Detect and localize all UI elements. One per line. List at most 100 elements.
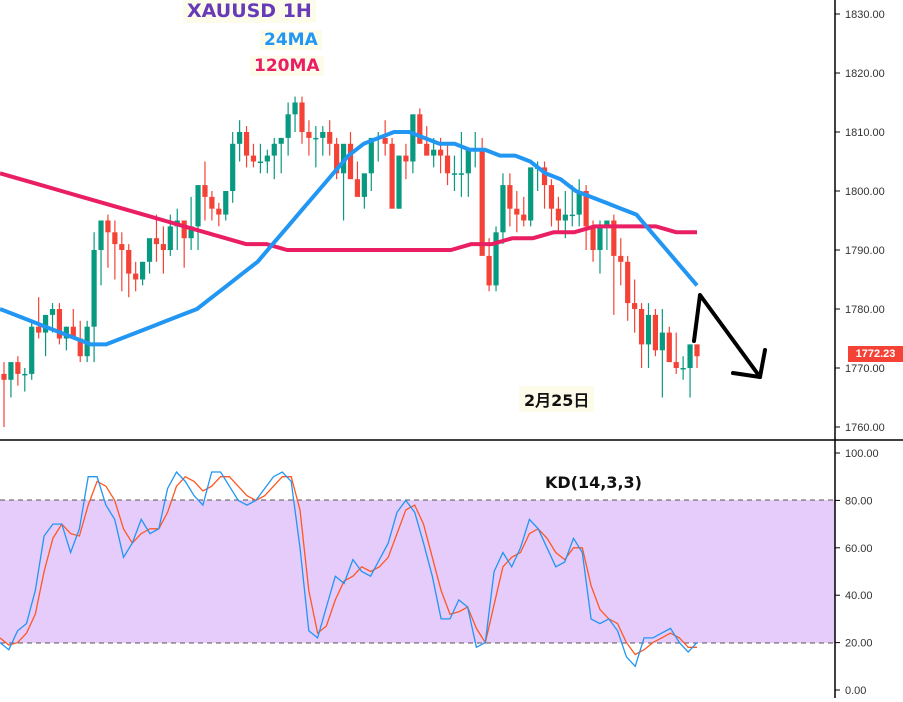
candle [42, 314, 49, 357]
candle [382, 120, 388, 156]
candle [361, 173, 367, 209]
candle [354, 161, 361, 197]
oscillator-label: KD(14,3,3) [545, 473, 642, 492]
candle [521, 196, 527, 227]
price-tick-label: 1820.00 [845, 68, 885, 80]
candle [237, 120, 243, 162]
candle [174, 208, 180, 250]
candle [507, 173, 513, 227]
candle [299, 96, 305, 144]
candle [8, 362, 14, 398]
kd-d-line [0, 475, 697, 656]
price-tick-label: 1780.00 [845, 304, 885, 316]
candle [230, 132, 236, 203]
candle [278, 137, 284, 174]
price-tick-label: 1770.00 [845, 363, 885, 375]
price-tick-label: 1800.00 [845, 186, 885, 198]
candle [451, 155, 458, 191]
candle [541, 161, 548, 209]
candle [209, 191, 215, 221]
candle [555, 196, 561, 233]
candle [285, 102, 291, 156]
candle [652, 309, 659, 357]
candle [479, 137, 485, 256]
candle [666, 326, 672, 363]
candle [410, 114, 416, 174]
candle [403, 143, 409, 180]
ma24-legend: 24MA [260, 30, 322, 51]
candle [223, 191, 229, 221]
candle [465, 149, 471, 197]
oscillator-tick-label: 60.00 [845, 543, 873, 555]
candle [98, 220, 104, 286]
candle [264, 149, 270, 174]
candle [56, 303, 63, 345]
candle [22, 368, 28, 392]
candle [500, 173, 506, 245]
candle [250, 143, 257, 168]
price-tick-label: 1760.00 [845, 422, 885, 434]
price-tick-label: 1830.00 [845, 9, 885, 21]
candle [486, 238, 492, 292]
candle [91, 232, 97, 363]
candle [202, 161, 208, 221]
candle [70, 309, 76, 339]
candle [188, 196, 194, 250]
candle [36, 297, 42, 339]
candle [611, 214, 617, 315]
candle [597, 220, 603, 274]
candle [444, 143, 451, 186]
candle [673, 332, 679, 374]
candle [216, 202, 222, 227]
candle [528, 167, 534, 227]
candle [396, 155, 402, 209]
candlestick-series [1, 96, 700, 427]
candle [645, 303, 652, 368]
oscillator-tick-label: 80.00 [845, 495, 873, 507]
candle [271, 137, 277, 180]
candle [195, 185, 201, 250]
candle [687, 344, 693, 398]
candle [694, 344, 700, 368]
chart-title: XAUUSD 1H [183, 0, 316, 23]
candle [257, 143, 264, 174]
ma24-line [0, 130, 699, 347]
candle [140, 261, 146, 286]
candle [548, 179, 555, 227]
down-arrow-icon [692, 293, 767, 379]
candle [292, 96, 298, 132]
candle [133, 261, 139, 292]
candle [659, 309, 665, 398]
candle [112, 220, 118, 280]
candle [625, 255, 631, 321]
price-tick-label: 1810.00 [845, 127, 885, 139]
candle [63, 326, 69, 351]
candle [514, 191, 520, 233]
candle [638, 303, 645, 368]
candle [632, 279, 638, 333]
ma120-legend: 120MA [250, 56, 324, 77]
candle [320, 126, 326, 156]
ma120-line [0, 171, 697, 252]
oscillator-axis-ticks: 100.00 80.00 60.00 40.00 20.00 0.00 [835, 448, 879, 697]
oscillator-tick-label: 0.00 [845, 685, 866, 697]
candle [146, 238, 153, 274]
oscillator-tick-label: 20.00 [845, 638, 873, 650]
oscillator-tick-label: 100.00 [845, 448, 879, 460]
candle [153, 214, 160, 262]
candle [458, 132, 464, 197]
candle [313, 126, 319, 168]
candle [680, 356, 686, 380]
candle [340, 143, 347, 221]
candle [493, 226, 499, 292]
candle [15, 356, 21, 386]
date-annotation: 2月25日 [519, 386, 595, 412]
candle [105, 214, 111, 268]
candle [618, 238, 624, 286]
price-tick-label: 1790.00 [845, 245, 885, 257]
candle [126, 244, 132, 298]
candle [327, 120, 333, 156]
candle [119, 232, 125, 292]
